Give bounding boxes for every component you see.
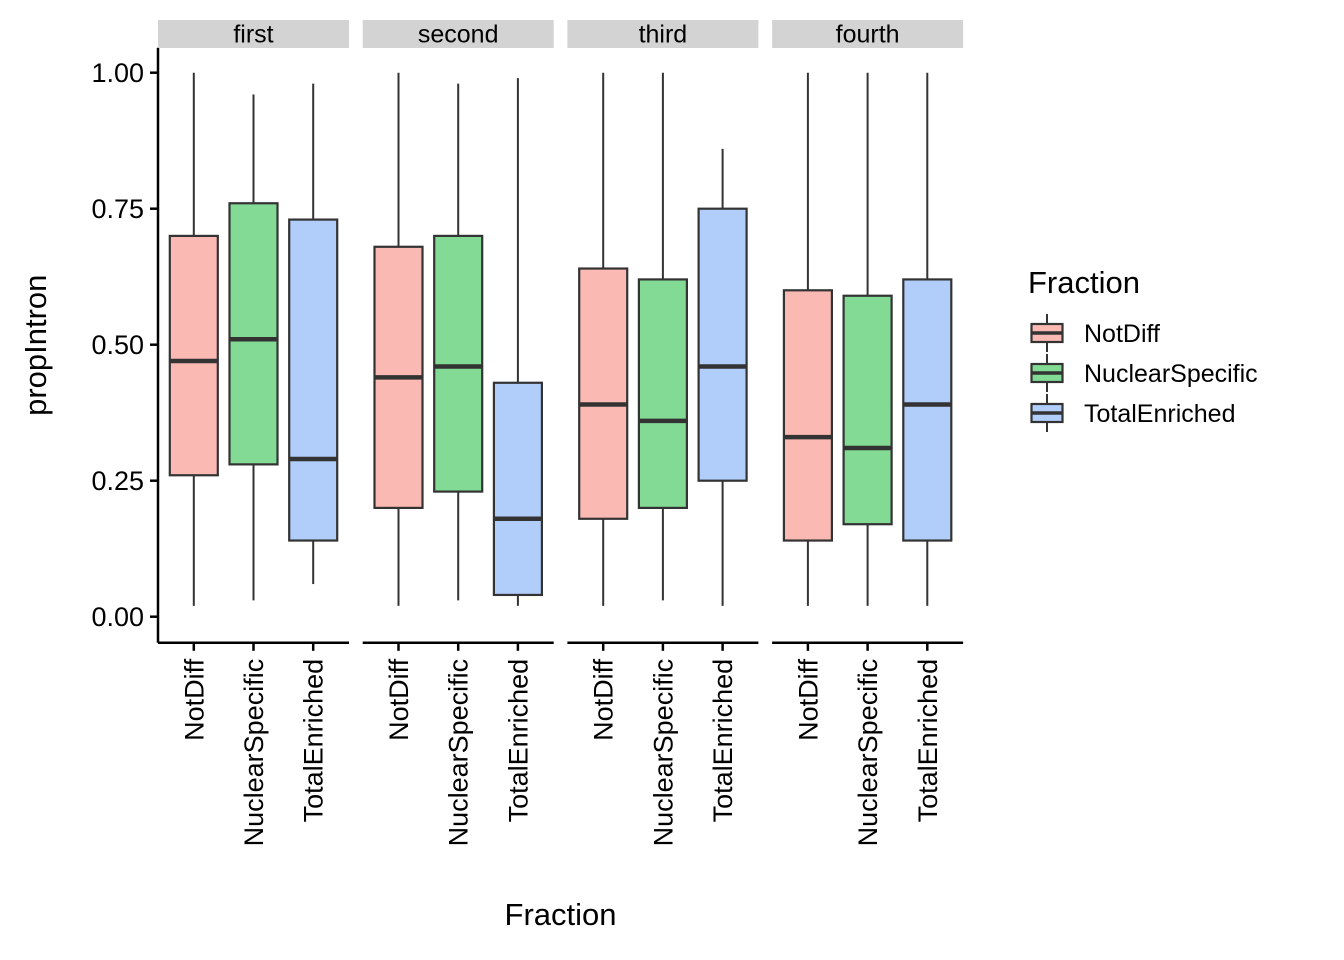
x-tick-label: NuclearSpecific bbox=[853, 659, 883, 847]
y-tick-label: 0.25 bbox=[91, 466, 144, 496]
x-tick-label: NotDiff bbox=[589, 658, 619, 741]
x-tick-label: TotalEnriched bbox=[299, 659, 329, 823]
box-fourth-NotDiff bbox=[782, 289, 834, 542]
facet-strip bbox=[567, 20, 759, 48]
y-tick-label: 0.75 bbox=[91, 194, 144, 224]
box-third-NotDiff bbox=[578, 267, 629, 520]
box-third-TotalEnriched bbox=[697, 207, 748, 482]
x-tick-label: TotalEnriched bbox=[913, 659, 943, 823]
facet-strip-label: third bbox=[639, 21, 688, 49]
legend-label: TotalEnriched bbox=[1084, 400, 1235, 428]
x-tick-label: NotDiff bbox=[793, 658, 823, 741]
facet-strip bbox=[362, 20, 554, 48]
facet-strip-label: fourth bbox=[836, 21, 900, 49]
box-first-TotalEnriched bbox=[288, 218, 339, 542]
facet-strip bbox=[772, 20, 964, 48]
x-tick-label: TotalEnriched bbox=[708, 659, 738, 823]
box-fourth-TotalEnriched bbox=[902, 278, 953, 542]
x-tick-label: NotDiff bbox=[384, 658, 414, 741]
facet-strip-label: first bbox=[233, 21, 273, 49]
box-second-NuclearSpecific bbox=[433, 234, 484, 493]
legend-title: Fraction bbox=[1028, 265, 1140, 300]
legend-label: NuclearSpecific bbox=[1084, 360, 1258, 388]
x-tick-label: NuclearSpecific bbox=[444, 659, 474, 847]
box-fourth-NuclearSpecific bbox=[842, 294, 893, 526]
x-tick-label: NotDiff bbox=[179, 658, 209, 741]
legend-label: NotDiff bbox=[1084, 320, 1160, 348]
box-first-NuclearSpecific bbox=[228, 202, 279, 466]
facet-strip bbox=[158, 20, 349, 48]
x-tick-label: TotalEnriched bbox=[503, 659, 533, 823]
x-tick-label: NuclearSpecific bbox=[648, 659, 678, 847]
box-second-TotalEnriched bbox=[492, 381, 543, 597]
x-axis-title: Fraction bbox=[505, 897, 617, 932]
box-first-NotDiff bbox=[168, 234, 219, 477]
y-axis-title: propIntron bbox=[18, 275, 53, 416]
y-tick-label: 1.00 bbox=[91, 58, 144, 88]
y-tick-label: 0.00 bbox=[91, 602, 144, 632]
box-third-NuclearSpecific bbox=[637, 278, 689, 510]
x-tick-label: NuclearSpecific bbox=[239, 659, 269, 847]
facet-strip-label: second bbox=[418, 21, 499, 49]
y-tick-label: 0.50 bbox=[91, 330, 144, 360]
